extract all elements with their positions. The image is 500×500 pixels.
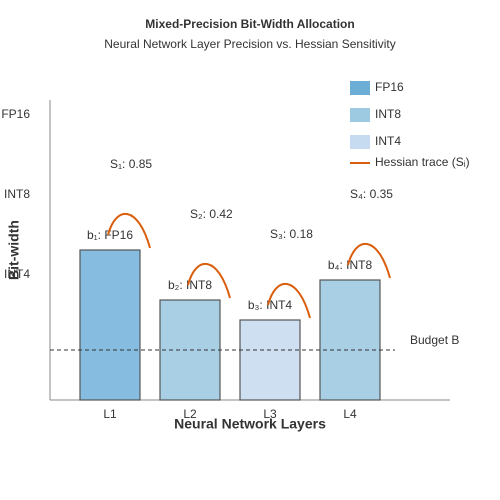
legend-swatch xyxy=(350,135,370,149)
sensitivity-label: S₃: 0.18 xyxy=(270,227,313,241)
x-tick-label: L4 xyxy=(343,407,357,421)
bar xyxy=(79,249,141,401)
bar-label: b₂: INT8 xyxy=(168,278,212,292)
x-axis-label: Neural Network Layers xyxy=(174,416,326,432)
legend-swatch xyxy=(350,81,370,95)
x-tick-label: L1 xyxy=(103,407,117,421)
chart-title: Mixed-Precision Bit-Width Allocation xyxy=(145,17,354,31)
y-tick-label: FP16 xyxy=(1,107,30,121)
bar xyxy=(239,319,301,401)
budget-label: Budget B xyxy=(410,333,459,347)
hessian-arc xyxy=(267,283,311,319)
sensitivity-label: S₄: 0.35 xyxy=(350,187,393,201)
hessian-arc xyxy=(107,213,151,249)
hessian-arc xyxy=(347,243,391,279)
legend-label: INT8 xyxy=(375,107,401,121)
y-tick-label: INT8 xyxy=(4,187,30,201)
bar-label: b₄: INT8 xyxy=(328,258,373,272)
legend-label: Hessian trace (Sᵢ) xyxy=(375,155,470,169)
bar-label: b₃: INT4 xyxy=(248,298,293,312)
y-axis-label: Bit-width xyxy=(6,220,22,280)
legend-label: FP16 xyxy=(375,80,404,94)
hessian-arc xyxy=(187,263,231,299)
sensitivity-label: S₁: 0.85 xyxy=(110,157,152,171)
bar xyxy=(319,279,381,401)
x-tick-label: L2 xyxy=(183,407,197,421)
legend-label: INT4 xyxy=(375,134,401,148)
sensitivity-label: S₂: 0.42 xyxy=(190,207,233,221)
x-tick-label: L3 xyxy=(263,407,277,421)
y-tick-label: INT4 xyxy=(4,267,30,281)
bar-label: b₁: FP16 xyxy=(87,228,133,242)
legend-swatch xyxy=(350,108,370,122)
chart-subtitle: Neural Network Layer Precision vs. Hessi… xyxy=(104,37,395,51)
